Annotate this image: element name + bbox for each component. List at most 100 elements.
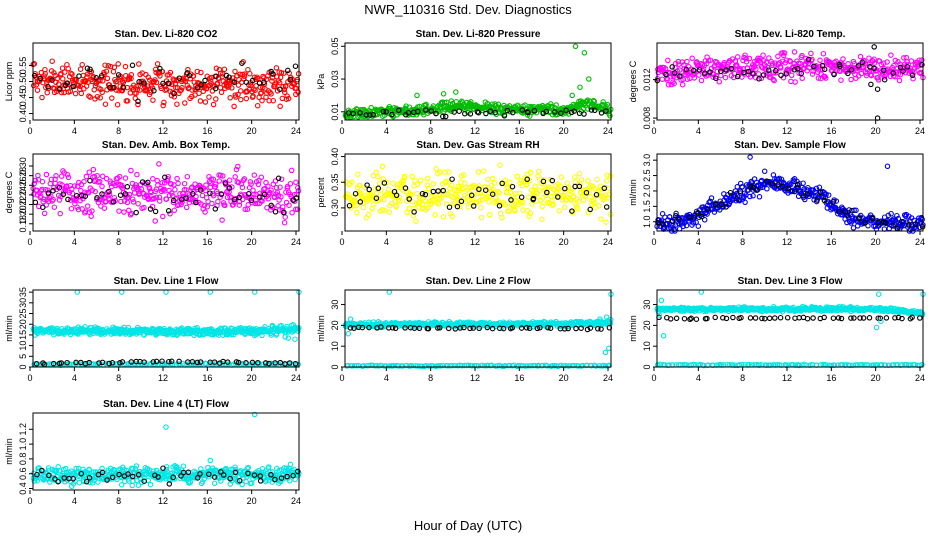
data-point — [358, 190, 364, 196]
data-point — [581, 50, 588, 56]
data-point — [74, 289, 81, 295]
data-point — [427, 201, 433, 208]
data-point — [817, 189, 824, 196]
data-point — [813, 185, 820, 192]
data-point — [754, 187, 760, 193]
data-point — [206, 94, 212, 100]
data-point — [122, 175, 129, 181]
data-point — [345, 330, 352, 337]
data-point — [390, 180, 396, 186]
data-point — [669, 70, 676, 77]
data-point — [433, 110, 439, 117]
data-point — [79, 61, 85, 68]
data-point — [600, 99, 606, 105]
data-point — [156, 194, 163, 201]
data-point — [235, 91, 241, 98]
data-point — [287, 76, 294, 83]
data-point — [483, 110, 489, 117]
data-point — [558, 174, 565, 180]
data-point — [280, 204, 286, 210]
data-point — [792, 79, 798, 85]
data-point — [880, 60, 887, 66]
x-tick-label: 0 — [339, 237, 344, 247]
data-point — [890, 70, 897, 76]
data-point — [350, 110, 357, 117]
data-point — [414, 92, 420, 99]
data-point — [880, 67, 887, 74]
x-tick-label: 24 — [915, 237, 925, 247]
data-point — [64, 80, 71, 86]
data-point — [31, 61, 38, 67]
data-point — [381, 180, 388, 186]
data-point — [159, 180, 165, 186]
data-point — [837, 68, 843, 75]
data-point — [798, 70, 804, 77]
data-point — [51, 204, 58, 210]
data-point — [137, 87, 143, 93]
data-point — [124, 98, 131, 104]
data-point — [698, 77, 705, 84]
data-point — [576, 183, 583, 190]
data-point — [287, 180, 294, 187]
data-point — [245, 191, 252, 197]
data-point — [512, 208, 518, 214]
x-tick-label: 16 — [514, 373, 524, 383]
data-point — [603, 204, 610, 210]
data-point — [248, 181, 254, 187]
data-point — [437, 169, 443, 175]
data-point — [114, 101, 121, 108]
data-point — [670, 79, 676, 86]
data-point — [84, 65, 91, 72]
data-point — [210, 176, 217, 183]
data-point — [810, 315, 816, 321]
data-point — [177, 191, 183, 197]
data-points — [654, 44, 926, 121]
data-point — [596, 203, 602, 209]
data-point — [41, 210, 48, 217]
data-point — [446, 204, 453, 210]
data-point — [119, 87, 126, 94]
data-point — [285, 67, 291, 74]
data-point — [99, 78, 106, 84]
data-point — [128, 167, 134, 174]
data-point — [869, 215, 876, 222]
data-point — [251, 289, 258, 295]
data-point — [747, 154, 753, 160]
data-point — [213, 96, 219, 102]
data-point — [145, 179, 151, 186]
data-point — [815, 67, 822, 73]
data-point — [492, 109, 498, 116]
data-point — [136, 79, 142, 85]
data-point — [899, 218, 905, 225]
data-point — [210, 101, 217, 108]
x-tick-label: 12 — [782, 237, 792, 247]
data-point — [750, 193, 756, 199]
data-point — [871, 60, 878, 66]
data-point — [471, 184, 478, 190]
data-point — [226, 189, 232, 195]
data-point — [435, 201, 442, 207]
data-point — [607, 113, 613, 119]
data-point — [249, 77, 256, 84]
data-point — [539, 216, 545, 223]
data-point — [145, 74, 152, 81]
data-point — [45, 83, 51, 90]
x-tick-label: 20 — [871, 237, 881, 247]
data-point — [385, 186, 391, 193]
data-point — [371, 201, 377, 207]
data-point — [179, 85, 185, 91]
data-point — [676, 216, 682, 223]
data-point — [817, 57, 823, 64]
data-point — [65, 174, 72, 181]
data-point — [56, 184, 63, 191]
data-point — [201, 202, 208, 209]
y-tick-label: 0.22 — [18, 196, 28, 214]
data-point — [406, 196, 412, 202]
data-point — [761, 168, 768, 175]
data-point — [174, 101, 180, 107]
data-point — [663, 71, 669, 78]
data-point — [467, 111, 474, 117]
data-point — [147, 206, 154, 212]
data-point — [386, 289, 393, 295]
